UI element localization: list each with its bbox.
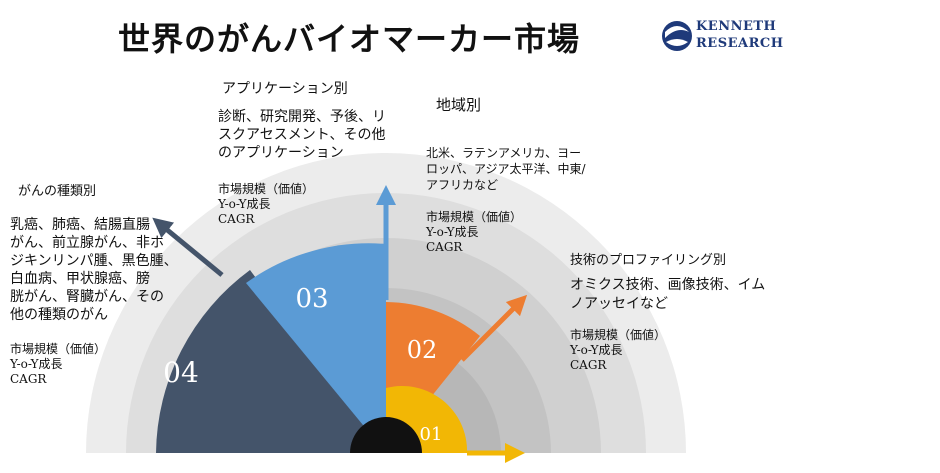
cancer-type-body: 乳癌、肺癌、結腸直腸 がん、前立腺がん、非ホ ジキンリンパ腫、黒色腫、 白血病、…: [10, 216, 178, 324]
application-body-line: 診断、研究開発、予後、リ: [218, 109, 386, 125]
page-title: 世界のがんバイオマーカー市場: [118, 20, 581, 58]
cancer-type-body-line: 白血病、甲状腺癌、膀: [10, 271, 150, 287]
technology-metrics: 市場規模（価値） Y-o-Y成長 CAGR: [570, 328, 666, 373]
technology-body: オミクス技術、画像技術、イム ノアッセイなど: [570, 276, 765, 314]
metric-cagr: CAGR: [218, 212, 255, 226]
technology-body-line: オミクス技術、画像技術、イム: [570, 277, 766, 293]
region-body-line: ロッパ、アジア太平洋、中東/: [426, 162, 586, 176]
metric-cagr: CAGR: [426, 240, 463, 254]
segment-01-number: 01: [420, 424, 443, 445]
center-hub: [350, 417, 422, 453]
cancer-type-heading: がんの種類別: [18, 184, 97, 199]
application-body-line: スクアセスメント、その他: [218, 127, 386, 143]
region-body-line: 北米、ラテンアメリカ、ヨー: [426, 146, 582, 160]
cancer-type-body-line: 胱がん、腎臓がん、その: [10, 289, 164, 305]
technology-heading: 技術のプロファイリング別: [570, 253, 727, 268]
segment-03-number: 03: [295, 284, 328, 314]
application-metrics: 市場規模（価値） Y-o-Y成長 CAGR: [218, 182, 314, 227]
logo-swirl-icon: [662, 21, 692, 51]
region-metrics: 市場規模（価値） Y-o-Y成長 CAGR: [426, 210, 522, 255]
metric-cagr: CAGR: [10, 372, 47, 386]
metric-market-size: 市場規模（価値）: [570, 328, 667, 342]
logo-line-2: RESEARCH: [696, 36, 784, 51]
cancer-type-body-line: 他の種類のがん: [10, 307, 108, 323]
metric-market-size: 市場規模（価値）: [426, 210, 523, 224]
logo-line-1: KENNETH: [696, 19, 777, 34]
region-body: 北米、ラテンアメリカ、ヨー ロッパ、アジア太平洋、中東/ アフリカなど: [426, 145, 586, 193]
segment-04: [156, 270, 386, 453]
region-body-line: アフリカなど: [426, 178, 499, 192]
metric-yoy: Y-o-Y成長: [570, 343, 623, 357]
arrow-04: [152, 217, 224, 277]
application-body: 診断、研究開発、予後、リ スクアセスメント、その他 のアプリケーション: [218, 108, 386, 162]
metric-yoy: Y-o-Y成長: [218, 197, 271, 211]
arrow-02: [460, 294, 528, 362]
cancer-type-body-line: がん、前立腺がん、非ホ: [10, 235, 164, 251]
metric-cagr: CAGR: [570, 358, 607, 372]
application-heading: アプリケーション別: [222, 81, 348, 97]
metric-market-size: 市場規模（価値）: [218, 182, 315, 196]
metric-yoy: Y-o-Y成長: [426, 225, 479, 239]
segment-02-number: 02: [407, 336, 438, 364]
cancer-type-body-line: 乳癌、肺癌、結腸直腸: [10, 217, 150, 233]
segment-03: [246, 243, 386, 453]
cancer-type-metrics: 市場規模（価値） Y-o-Y成長 CAGR: [10, 342, 106, 387]
technology-body-line: ノアッセイなど: [570, 296, 668, 312]
application-body-line: のアプリケーション: [218, 145, 344, 161]
cancer-type-body-line: ジキンリンパ腫、黒色腫、: [10, 253, 178, 269]
metric-market-size: 市場規模（価値）: [10, 342, 107, 356]
segment-04-number: 04: [163, 356, 199, 389]
company-logo: KENNETH RESEARCH: [660, 16, 800, 56]
metric-yoy: Y-o-Y成長: [10, 357, 63, 371]
region-heading: 地域別: [436, 96, 482, 114]
